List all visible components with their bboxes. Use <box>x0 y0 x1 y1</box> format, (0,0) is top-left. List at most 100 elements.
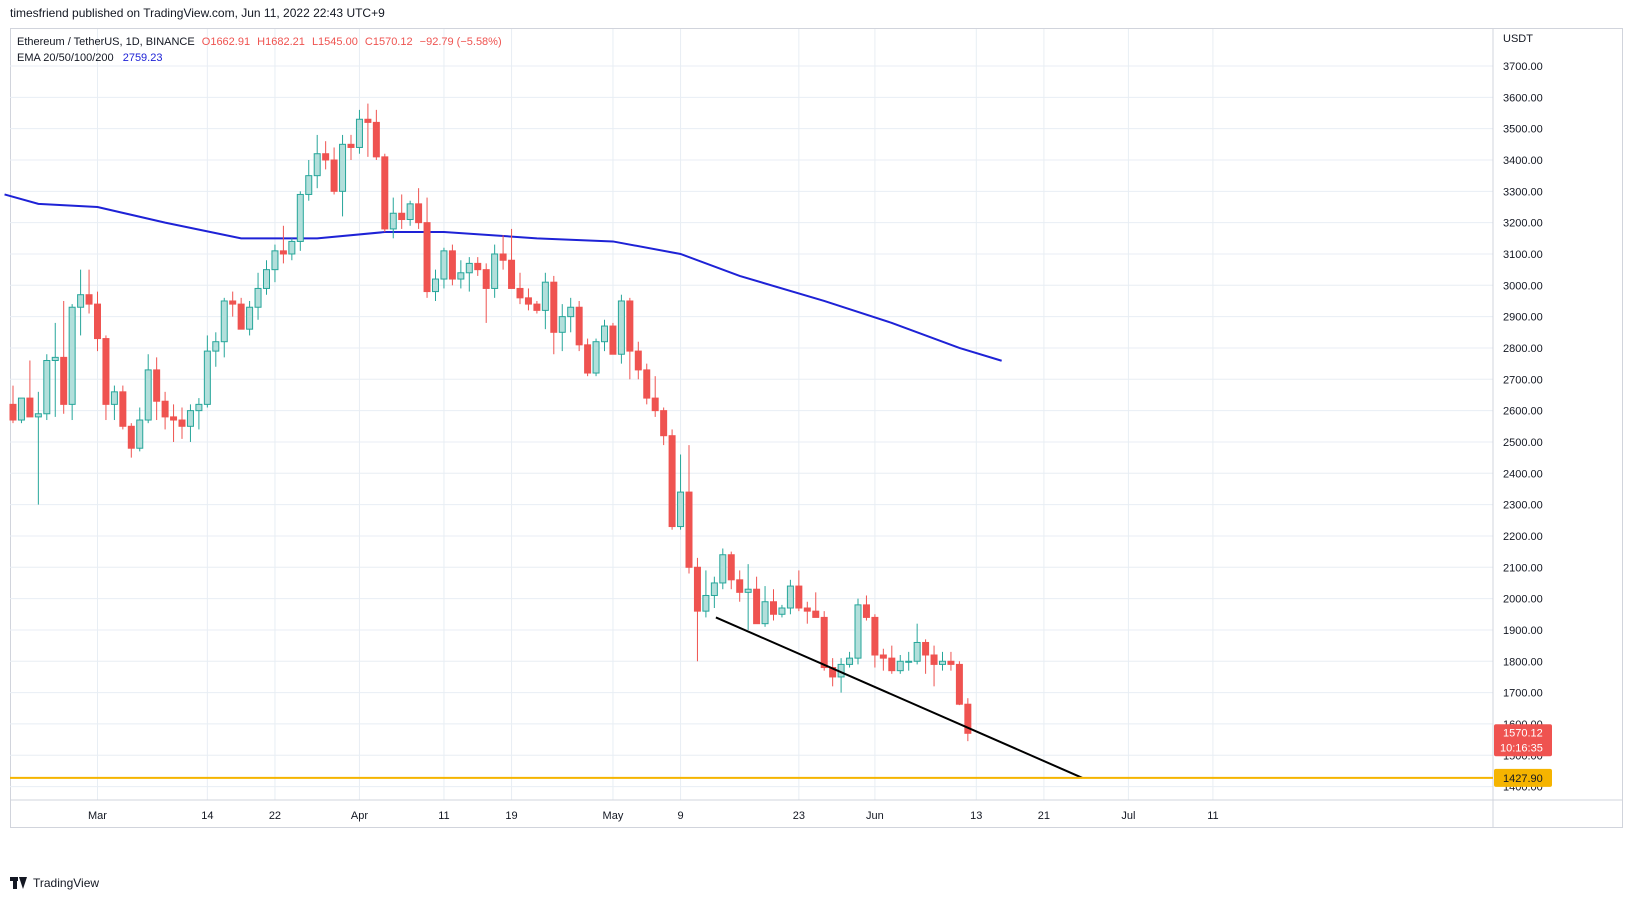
candle[interactable] <box>322 141 330 170</box>
candle[interactable] <box>440 247 448 289</box>
candle[interactable] <box>415 188 423 229</box>
candle[interactable] <box>567 297 575 333</box>
candle[interactable] <box>888 645 896 674</box>
candle[interactable] <box>753 576 761 625</box>
candle[interactable] <box>795 570 803 612</box>
candle[interactable] <box>677 454 685 530</box>
candle[interactable] <box>786 579 794 615</box>
candle[interactable] <box>432 269 439 301</box>
candle[interactable] <box>43 354 51 421</box>
candle[interactable] <box>398 194 406 229</box>
candle[interactable] <box>812 592 820 618</box>
candle[interactable] <box>102 335 110 421</box>
candle[interactable] <box>905 651 913 671</box>
candle[interactable] <box>178 407 186 439</box>
candle[interactable] <box>161 391 169 430</box>
candle[interactable] <box>34 391 42 505</box>
candle[interactable] <box>220 297 228 358</box>
candle[interactable] <box>330 147 338 195</box>
candle[interactable] <box>964 698 972 742</box>
candle[interactable] <box>355 109 363 154</box>
brand-name[interactable]: TradingView <box>33 876 100 890</box>
candle[interactable] <box>803 601 811 624</box>
candle[interactable] <box>541 272 549 330</box>
candle[interactable] <box>871 614 879 668</box>
candle[interactable] <box>939 651 946 671</box>
candle[interactable] <box>922 639 930 674</box>
candle[interactable] <box>643 363 651 405</box>
candle[interactable] <box>170 404 178 442</box>
candle[interactable] <box>626 297 634 380</box>
candle[interactable] <box>127 423 135 458</box>
candle[interactable] <box>364 103 372 157</box>
candle[interactable] <box>246 300 254 336</box>
candle[interactable] <box>846 651 854 668</box>
candle[interactable] <box>829 658 837 687</box>
candle[interactable] <box>263 260 270 295</box>
candle[interactable] <box>254 272 262 320</box>
candle[interactable] <box>601 319 608 352</box>
symbol-name[interactable]: Ethereum / TetherUS, 1D, BINANCE <box>17 36 195 48</box>
candle[interactable] <box>482 263 490 323</box>
candle[interactable] <box>288 238 296 261</box>
candle[interactable] <box>136 407 144 452</box>
candle[interactable] <box>347 134 355 160</box>
candle[interactable] <box>955 661 963 706</box>
candle[interactable] <box>592 338 600 377</box>
candle[interactable] <box>85 269 93 314</box>
candle[interactable] <box>820 611 828 671</box>
trendline-drawing[interactable] <box>715 616 1083 779</box>
candle[interactable] <box>339 134 347 217</box>
candle[interactable] <box>575 300 583 352</box>
candle[interactable] <box>279 225 287 264</box>
ema-200-line[interactable] <box>4 193 1002 362</box>
candle[interactable] <box>26 360 34 418</box>
candle[interactable] <box>305 159 313 201</box>
candle[interactable] <box>237 297 245 330</box>
candle[interactable] <box>761 586 769 627</box>
candle[interactable] <box>744 564 752 630</box>
candle[interactable] <box>406 200 414 226</box>
candle[interactable] <box>186 404 194 442</box>
candle[interactable] <box>153 357 161 421</box>
chart-frame[interactable] <box>10 28 1623 828</box>
candle[interactable] <box>60 300 68 414</box>
candle[interactable] <box>144 354 152 424</box>
candle[interactable] <box>212 332 220 367</box>
candle[interactable] <box>896 655 904 674</box>
candle[interactable] <box>9 385 17 424</box>
candle[interactable] <box>558 304 566 352</box>
candle[interactable] <box>710 576 718 609</box>
candle[interactable] <box>634 341 642 380</box>
candle[interactable] <box>913 623 921 665</box>
candle[interactable] <box>693 557 701 662</box>
tradingview-logo-icon[interactable] <box>10 877 28 889</box>
candle[interactable] <box>736 570 744 602</box>
candle[interactable] <box>389 197 397 239</box>
candle[interactable] <box>271 244 279 283</box>
candle[interactable] <box>668 429 676 530</box>
candle[interactable] <box>195 398 203 430</box>
candle[interactable] <box>947 651 955 671</box>
candle[interactable] <box>474 257 482 276</box>
candle[interactable] <box>550 275 558 355</box>
candle[interactable] <box>508 228 516 289</box>
candle[interactable] <box>862 595 870 621</box>
candle[interactable] <box>617 294 625 364</box>
candle[interactable] <box>457 260 465 289</box>
candle[interactable] <box>719 548 727 590</box>
candle[interactable] <box>448 244 456 286</box>
ema-label[interactable]: EMA 20/50/100/200 <box>17 52 114 64</box>
candle[interactable] <box>423 197 431 298</box>
candle[interactable] <box>524 288 532 311</box>
candle[interactable] <box>51 322 59 417</box>
candle[interactable] <box>499 235 507 270</box>
candle[interactable] <box>660 407 668 446</box>
candle[interactable] <box>930 645 938 687</box>
candle[interactable] <box>229 291 237 317</box>
candle[interactable] <box>296 191 304 251</box>
candle[interactable] <box>702 570 710 618</box>
candle[interactable] <box>372 109 380 160</box>
candle[interactable] <box>854 598 862 665</box>
